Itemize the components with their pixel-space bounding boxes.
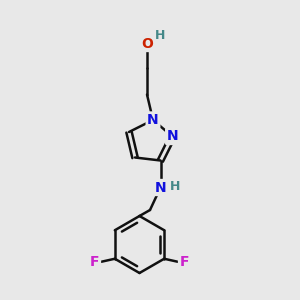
Text: H: H xyxy=(170,179,181,193)
Text: F: F xyxy=(179,255,189,269)
Text: H: H xyxy=(154,28,165,42)
Text: N: N xyxy=(147,113,159,127)
Text: N: N xyxy=(155,181,166,194)
Text: F: F xyxy=(90,255,100,269)
Text: N: N xyxy=(167,130,178,143)
Text: O: O xyxy=(141,37,153,50)
